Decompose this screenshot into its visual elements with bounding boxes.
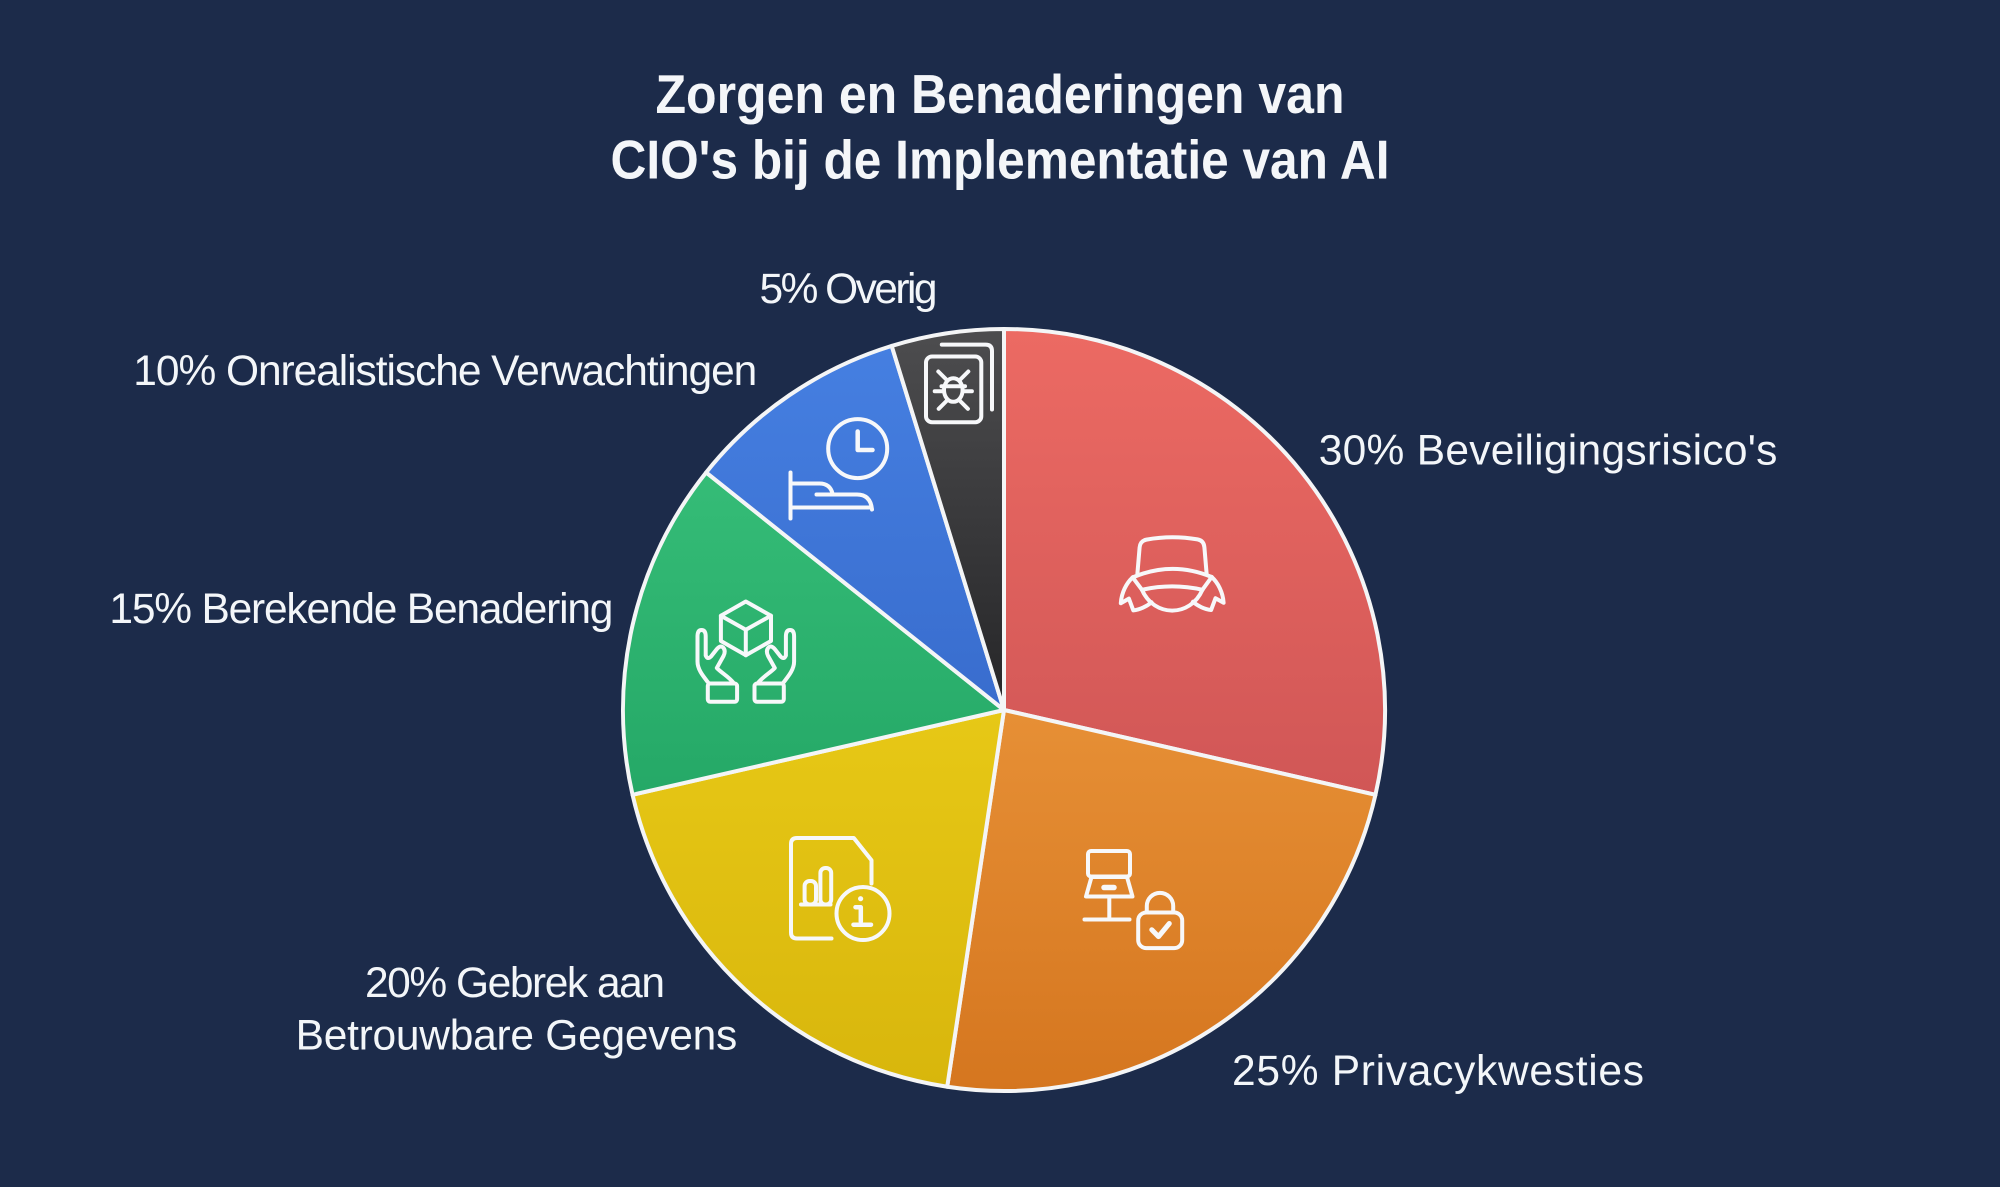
- svg-text:Zorgen en Benaderingen van: Zorgen en Benaderingen van: [656, 63, 1345, 125]
- svg-text:25% Privacykwesties: 25% Privacykwesties: [1232, 1048, 1644, 1095]
- svg-text:Betrouwbare Gegevens: Betrouwbare Gegevens: [296, 1012, 738, 1059]
- svg-text:5% Overig: 5% Overig: [760, 266, 938, 313]
- svg-text:CIO's bij de Implementatie van: CIO's bij de Implementatie van AI: [611, 128, 1390, 190]
- svg-text:10% Onrealistische Verwachting: 10% Onrealistische Verwachtingen: [133, 348, 757, 395]
- svg-text:20% Gebrek aan: 20% Gebrek aan: [365, 960, 665, 1007]
- svg-text:15% Berekende Benadering: 15% Berekende Benadering: [109, 586, 613, 633]
- svg-text:30% Beveiligingsrisico's: 30% Beveiligingsrisico's: [1319, 428, 1778, 475]
